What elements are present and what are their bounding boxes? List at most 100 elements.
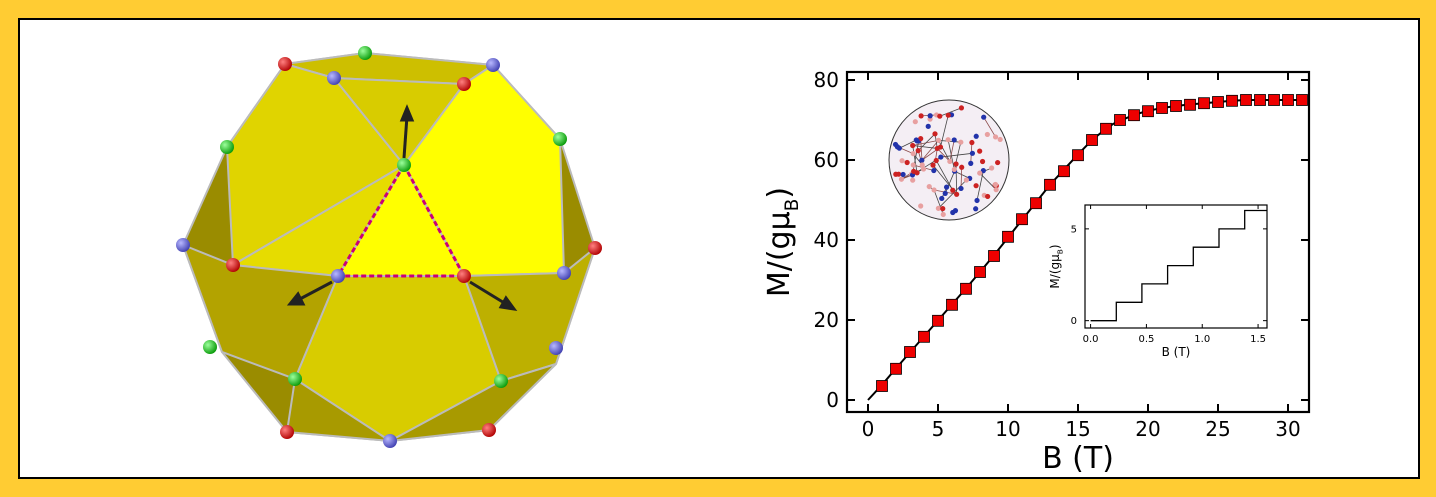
molecule-atom [974, 197, 980, 204]
x-tick-label: 30 [1275, 417, 1300, 441]
molecule-atom [973, 206, 979, 212]
atom-sphere [383, 434, 397, 448]
data-point [1030, 197, 1042, 210]
molecule-atom [910, 162, 916, 168]
molecule-atom [958, 105, 965, 111]
data-point [890, 362, 902, 375]
molecule-atom [927, 113, 933, 119]
molecule-atom [945, 112, 951, 118]
molecule-bond [938, 140, 951, 162]
atom-sphere [457, 269, 471, 283]
atom-sphere [486, 58, 500, 72]
data-point [988, 250, 1000, 262]
molecule-bond [979, 172, 997, 190]
atom-sphere [331, 269, 345, 283]
molecule-bond [939, 107, 962, 117]
molecule-atom [935, 137, 942, 143]
data-point [1212, 96, 1224, 108]
molecule-atom [981, 114, 987, 120]
data-point [918, 330, 930, 343]
molecule-atom [959, 164, 965, 170]
molecule-atom [958, 185, 964, 192]
spin-arrow-head [498, 295, 518, 312]
molecule-atom [968, 160, 974, 166]
y-tick-label: 20 [814, 308, 839, 332]
data-point [1016, 213, 1028, 226]
polyhedron-face [462, 245, 598, 383]
x-tick-label: 0 [862, 417, 875, 441]
molecule-atom [915, 148, 921, 154]
molecule-atom [937, 113, 943, 119]
molecule-atom [977, 170, 983, 176]
y-tick-label: 40 [814, 228, 839, 252]
x-tick-label: 0.0 [1083, 334, 1099, 345]
molecule-atom [919, 157, 925, 163]
data-point [1058, 165, 1070, 178]
molecule-bond [949, 139, 955, 162]
data-point [876, 380, 888, 392]
data-point [932, 314, 944, 327]
y-tick-label: 60 [814, 148, 839, 172]
molecule-atom [910, 151, 916, 157]
data-point [1044, 178, 1056, 191]
atom-sphere [557, 266, 571, 280]
x-tick-label: 1.5 [1250, 334, 1266, 345]
molecule-atom [892, 141, 899, 148]
molecule-bond [912, 145, 918, 173]
molecule-atom [997, 136, 1003, 143]
spin-arrow-head [286, 291, 306, 306]
x-tick-label: 5 [932, 417, 945, 441]
atom-sphere [553, 132, 567, 146]
x-axis-label: B (T) [1042, 441, 1114, 476]
molecule-atom [942, 190, 948, 196]
molecule-atom [931, 167, 937, 174]
molecule-atom [954, 191, 960, 197]
molecule-atom [977, 148, 983, 154]
molecule-atom [979, 158, 986, 165]
polyhedron-face [285, 377, 391, 442]
data-point [1296, 94, 1308, 106]
molecule-bond [983, 116, 996, 138]
polyhedron-face [331, 76, 466, 167]
molecule-atom [918, 203, 924, 209]
spin-arrow [402, 115, 409, 159]
molecule-atom [910, 177, 916, 183]
molecule-atom [934, 145, 940, 152]
molecule-atom [912, 119, 918, 125]
x-axis-label: B (T) [1162, 345, 1191, 359]
molecule-atom [919, 162, 925, 168]
atom-sphere [176, 238, 190, 252]
spin-arrows [286, 104, 518, 312]
data-point [1142, 105, 1154, 118]
x-tick-label: 15 [1065, 417, 1090, 441]
molecule-atom [935, 205, 941, 211]
molecule-atom [910, 142, 916, 149]
molecule-atom [898, 176, 905, 182]
data-point [1072, 149, 1084, 162]
polyhedron-face [181, 243, 340, 381]
molecule-bond [954, 170, 970, 179]
data-point [1086, 134, 1098, 146]
molecule-inset-illustration [888, 99, 1010, 221]
atoms [176, 46, 602, 448]
y-tick-label: 5 [1071, 224, 1077, 235]
data-point [960, 282, 972, 295]
molecule-atom [932, 131, 938, 137]
molecule-atom [914, 170, 920, 176]
molecule-bond [938, 179, 967, 209]
spin-arrow [469, 280, 507, 306]
atom-sphere [457, 77, 471, 91]
molecule-atom [939, 195, 945, 202]
molecule-atom [951, 137, 957, 143]
data-point [1268, 94, 1280, 106]
data-point [1128, 109, 1140, 122]
molecule-atom [989, 165, 995, 171]
atom-sphere [358, 46, 372, 60]
data-point [1170, 100, 1182, 112]
molecule-atom [969, 139, 975, 146]
molecule-atom [995, 159, 1001, 166]
molecule-atom [938, 154, 944, 160]
molecule-atom [953, 161, 959, 167]
molecule-atom [920, 166, 927, 172]
